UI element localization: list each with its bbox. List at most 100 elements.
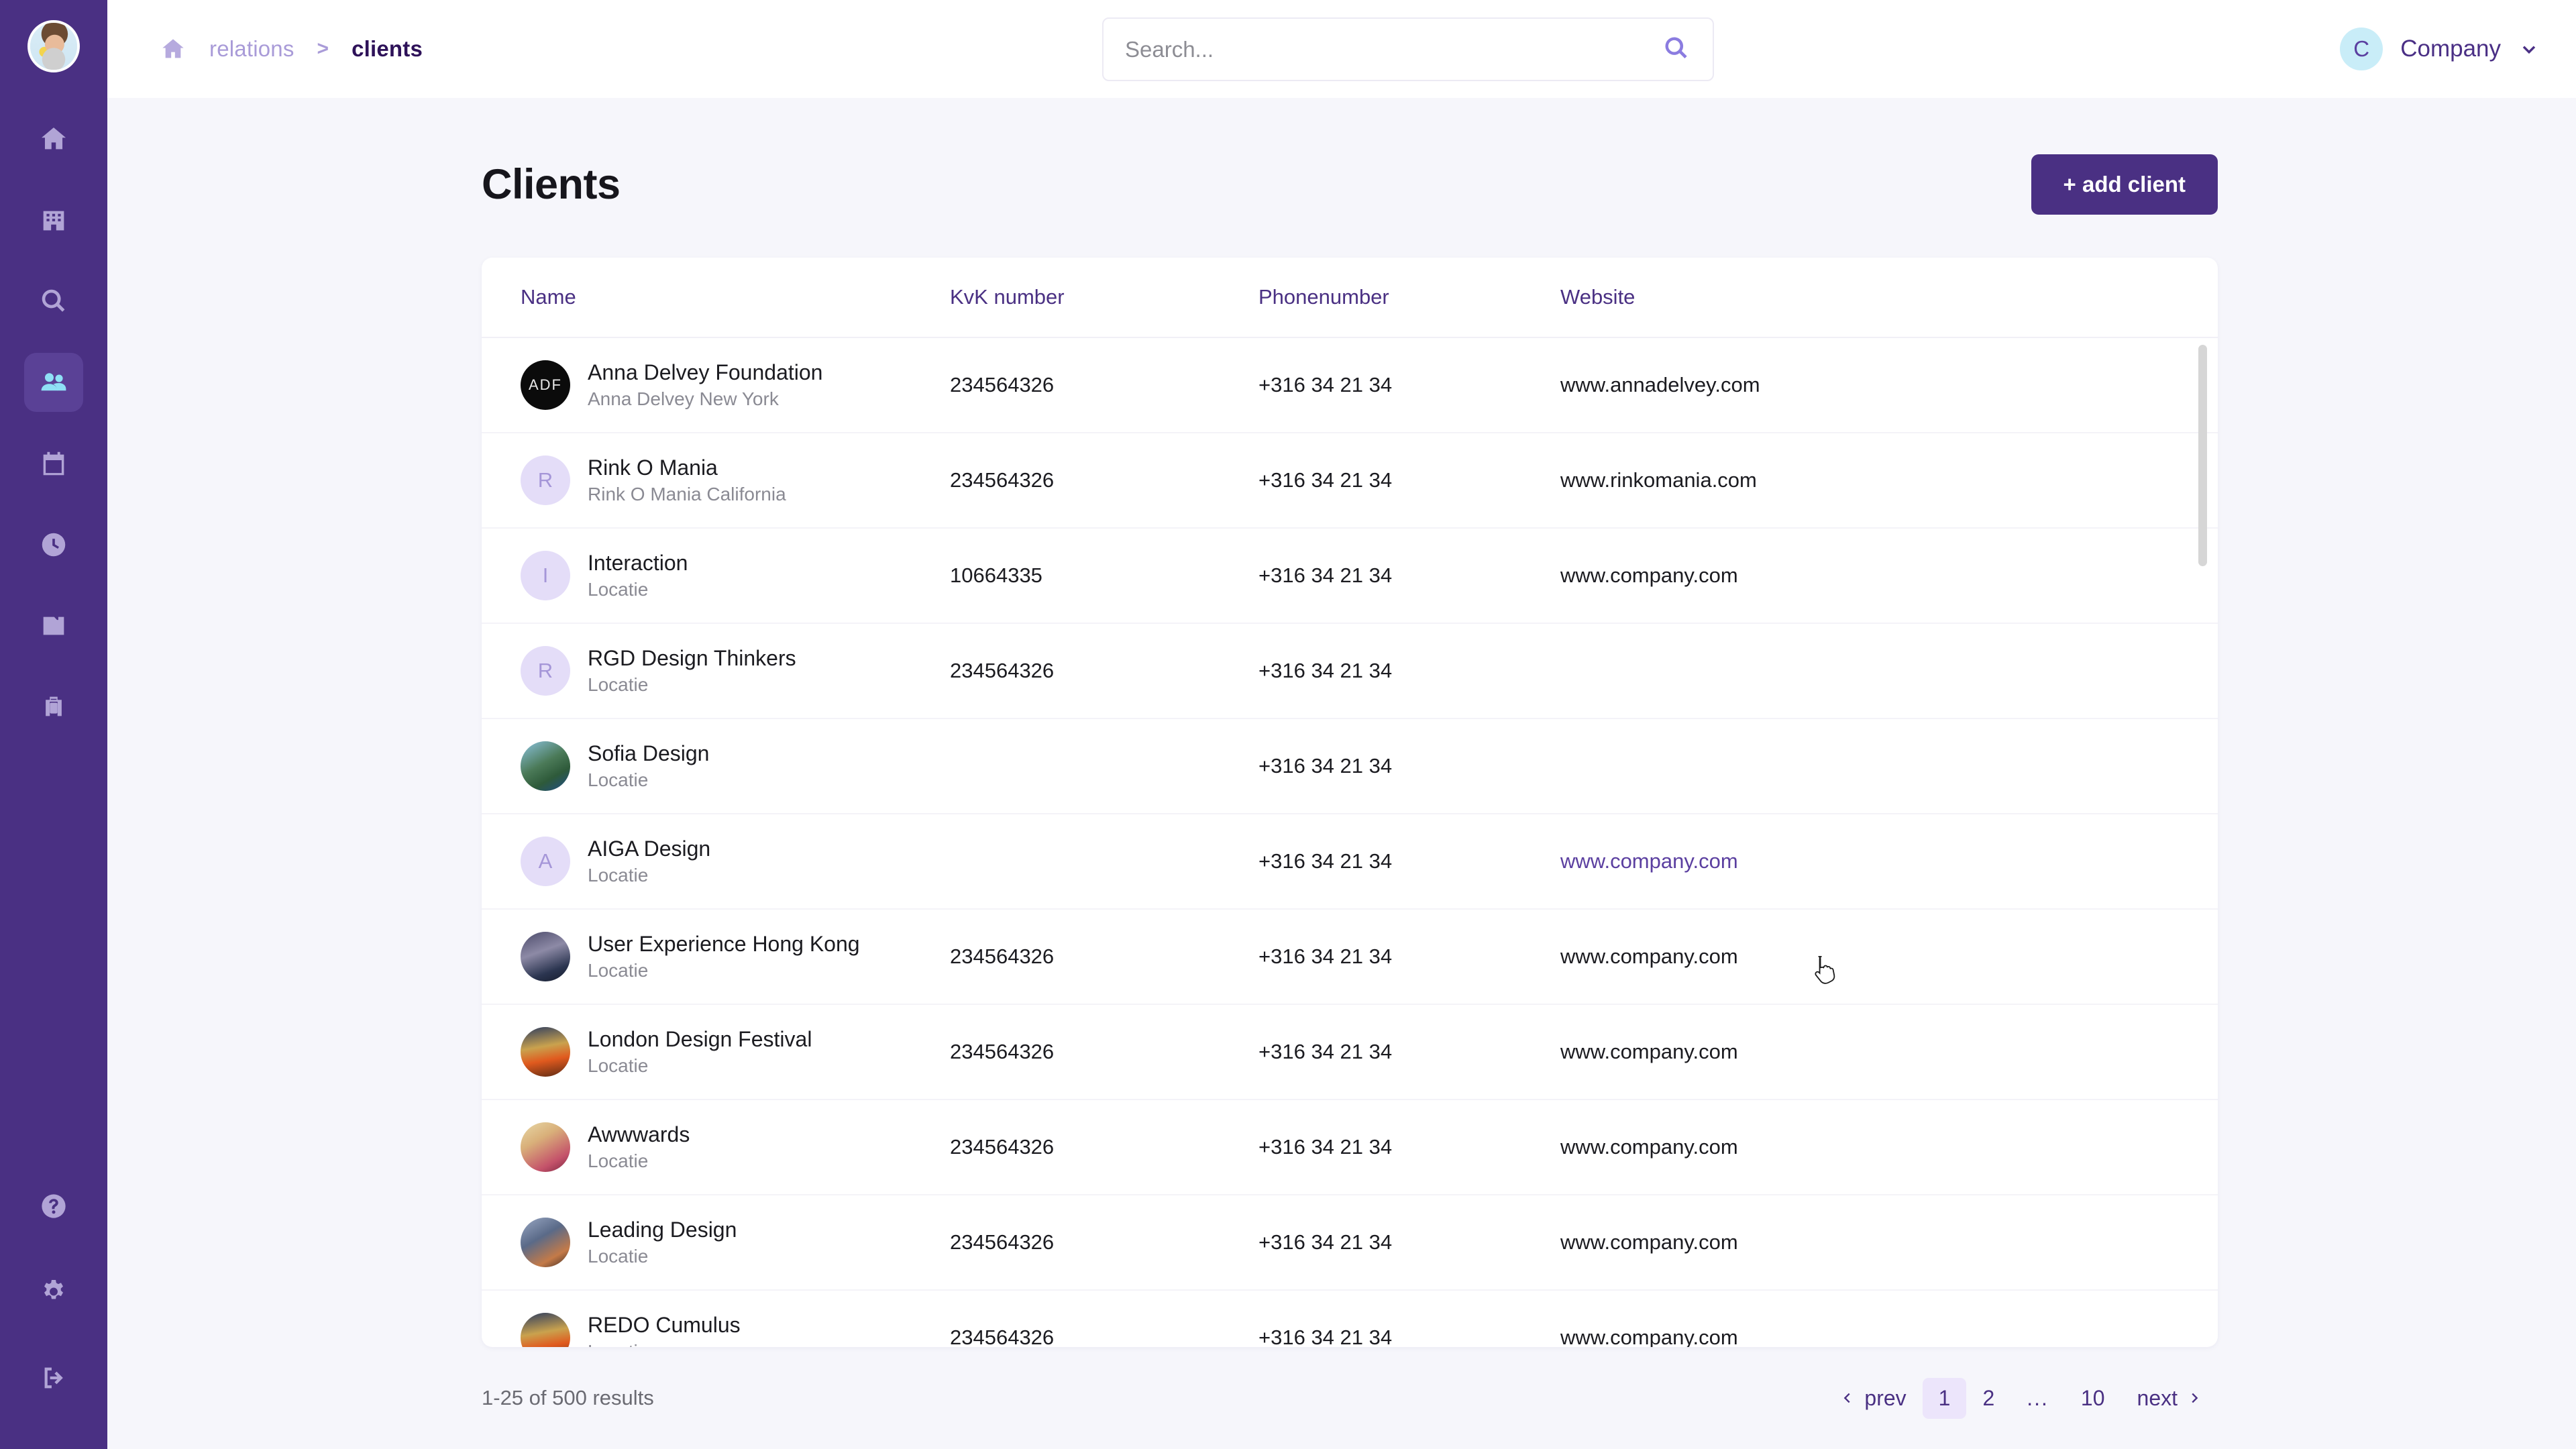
search-bar[interactable] [1102, 17, 1714, 81]
sidebar-item-documents[interactable] [24, 596, 83, 655]
breadcrumb-item-clients[interactable]: clients [352, 36, 423, 61]
sidebar-item-relations[interactable] [24, 353, 83, 412]
client-name-block: London Design Festival Locatie [588, 1027, 812, 1077]
cell-name: London Design Festival Locatie [521, 1027, 950, 1077]
table-row[interactable]: Awwwards Locatie 234564326 +316 34 21 34 www… [482, 1100, 2218, 1195]
cell-kvk-number: 10664335 [950, 564, 1042, 587]
home-icon [38, 123, 69, 154]
pagination-prev[interactable]: prev [1824, 1378, 1922, 1419]
client-avatar: I [521, 550, 570, 600]
cell-name: REDO Cumulus Locatie [521, 1312, 950, 1347]
column-header-kvk[interactable]: KvK number [950, 285, 1065, 309]
cell-website[interactable]: www.company.com [1560, 849, 1738, 873]
client-name: Interaction [588, 550, 688, 575]
client-avatar [521, 741, 570, 791]
client-name: REDO Cumulus [588, 1312, 741, 1337]
cell-name: ADF Anna Delvey Foundation Anna Delvey New… [521, 360, 950, 411]
company-switcher[interactable]: C Company [2340, 28, 2540, 70]
client-name: Awwwards [588, 1122, 690, 1146]
cell-name: R RGD Design Thinkers Locatie [521, 646, 950, 696]
calendar-icon [38, 448, 69, 479]
client-name-block: User Experience Hong Kong Locatie [588, 932, 860, 982]
breadcrumb-item-relations[interactable]: relations [209, 36, 294, 61]
table-row[interactable]: User Experience Hong Kong Locatie 23456432… [482, 910, 2218, 1005]
client-name-block: Anna Delvey Foundation Anna Delvey New Yo… [588, 360, 822, 411]
table-row[interactable]: Sofia Design Locatie +316 34 21 34 [482, 719, 2218, 814]
table-row[interactable]: R Rink O Mania Rink O Mania California 2345… [482, 433, 2218, 529]
cell-name: I Interaction Locatie [521, 551, 950, 601]
table-row[interactable]: Leading Design Locatie 234564326 +316 34 21… [482, 1195, 2218, 1291]
cell-website: www.company.com [1560, 945, 1738, 968]
client-name-block: Rink O Mania Rink O Mania California [588, 455, 786, 506]
search-input[interactable] [1125, 36, 1662, 62]
client-location: Locatie [588, 865, 649, 886]
pagination-next[interactable]: next [2121, 1378, 2218, 1419]
table-row[interactable]: REDO Cumulus Locatie 234564326 +316 34 21 3… [482, 1291, 2218, 1347]
client-name: Rink O Mania [588, 455, 718, 480]
client-avatar: A [521, 836, 570, 886]
table-header-row: Name KvK number Phonenumber Website [482, 258, 2218, 338]
home-icon[interactable] [160, 36, 186, 62]
table-row[interactable]: I Interaction Locatie 10664335 +316 34 21 34… [482, 529, 2218, 624]
clients-table-card: Name KvK number Phonenumber Website ADF A… [482, 258, 2218, 1347]
add-client-button[interactable]: + add client [2031, 154, 2218, 215]
client-location: Locatie [588, 674, 649, 696]
client-avatar: R [521, 455, 570, 505]
table-row[interactable]: London Design Festival Locatie 234564326 +3… [482, 1005, 2218, 1100]
client-location: Locatie [588, 1055, 649, 1077]
cell-phonenumber: +316 34 21 34 [1258, 659, 1393, 682]
cell-website: www.annadelvey.com [1560, 373, 1760, 396]
table-row[interactable]: ADF Anna Delvey Foundation Anna Delvey New… [482, 338, 2218, 433]
chevron-down-icon[interactable] [2518, 38, 2540, 60]
client-name: RGD Design Thinkers [588, 645, 796, 670]
cell-phonenumber: +316 34 21 34 [1258, 945, 1393, 968]
pagination-page-10[interactable]: 10 [2080, 1385, 2105, 1410]
client-location: Locatie [588, 960, 649, 981]
sidebar-item-help[interactable] [24, 1177, 83, 1236]
sidebar-item-hours[interactable] [24, 515, 83, 574]
user-avatar[interactable] [28, 20, 80, 72]
sidebar-item-home[interactable] [24, 109, 83, 168]
client-name: Anna Delvey Foundation [588, 360, 823, 384]
file-icon [38, 610, 69, 641]
client-name-block: Sofia Design Locatie [588, 741, 709, 792]
client-name: User Experience Hong Kong [588, 931, 860, 956]
client-name: AIGA Design [588, 836, 711, 861]
cell-kvk-number: 234564326 [950, 373, 1055, 396]
column-header-name[interactable]: Name [521, 285, 576, 309]
pagination-next-label: next [2137, 1385, 2178, 1410]
chevron-right-icon [2187, 1391, 2202, 1405]
client-name-block: Leading Design Locatie [588, 1218, 737, 1268]
sidebar-item-calendar[interactable] [24, 434, 83, 493]
sidebar-item-settings[interactable] [24, 1263, 83, 1322]
table-row[interactable]: A AIGA Design Locatie +316 34 21 34 www.comp… [482, 814, 2218, 910]
pagination-page-2[interactable]: 2 [1982, 1385, 1995, 1410]
pagination-page-1[interactable]: 1 [1922, 1377, 1967, 1419]
cell-website: www.company.com [1560, 1135, 1738, 1159]
table-row[interactable]: R RGD Design Thinkers Locatie 234564326 +316… [482, 624, 2218, 719]
topbar: relations > clients C Company [107, 0, 2576, 98]
building-icon [38, 205, 69, 235]
page-header: Clients + add client [160, 98, 2540, 215]
breadcrumb-separator: > [317, 38, 329, 60]
client-name-block: AIGA Design Locatie [588, 837, 710, 887]
cell-phonenumber: +316 34 21 34 [1258, 1230, 1393, 1254]
search-icon [1662, 34, 1691, 65]
client-location: Anna Delvey New York [588, 388, 779, 410]
sidebar-item-search[interactable] [24, 272, 83, 331]
table-footer: 1-25 of 500 results prev 1 2 ... 10 next [160, 1347, 2540, 1449]
cell-phonenumber: +316 34 21 34 [1258, 754, 1393, 777]
column-header-website[interactable]: Website [1560, 285, 1635, 309]
company-avatar: C [2340, 28, 2383, 70]
sidebar [0, 0, 107, 1449]
sidebar-item-projects[interactable] [24, 678, 83, 737]
sidebar-item-logout[interactable] [24, 1348, 83, 1407]
search-submit-button[interactable] [1662, 34, 1691, 65]
client-avatar [521, 931, 570, 981]
chevron-left-icon [1840, 1391, 1855, 1405]
page-title: Clients [482, 161, 621, 208]
sidebar-item-organisations[interactable] [24, 191, 83, 250]
column-header-phone[interactable]: Phonenumber [1258, 285, 1389, 309]
cell-kvk-number: 234564326 [950, 659, 1055, 682]
